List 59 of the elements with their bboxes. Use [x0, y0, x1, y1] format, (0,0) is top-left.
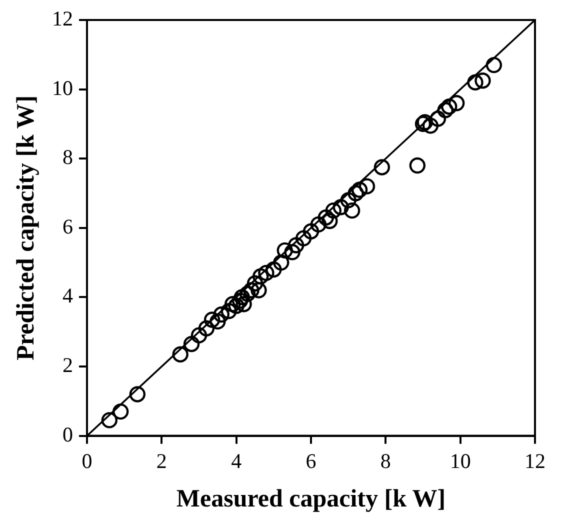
x-axis-title: Measured capacity [k W]: [176, 485, 446, 512]
point: [284, 244, 300, 260]
y-axis-title: Predicted capacity [k W]: [12, 95, 40, 360]
x-tick-label: 10: [450, 448, 471, 473]
point: [332, 199, 349, 216]
point: [129, 386, 146, 402]
point: [258, 264, 274, 282]
point: [183, 336, 200, 352]
point: [246, 275, 264, 292]
point: [172, 346, 188, 362]
point: [236, 296, 252, 312]
point: [374, 159, 390, 176]
x-tick-label: 0: [82, 448, 92, 473]
point: [213, 306, 230, 323]
y-tick-label: 12: [52, 6, 73, 31]
x-tick-label: 2: [156, 448, 167, 473]
point: [310, 216, 327, 233]
point: [198, 320, 215, 336]
point: [220, 302, 237, 320]
point: [467, 74, 484, 90]
y-tick-label: 8: [62, 145, 73, 170]
point: [101, 412, 118, 428]
x-tick-label: 12: [524, 448, 546, 473]
point: [295, 230, 312, 246]
point: [348, 185, 364, 202]
point: [351, 182, 368, 198]
point: [112, 403, 129, 420]
point: [204, 312, 220, 328]
point: [288, 237, 304, 254]
y-tick-label: 6: [62, 214, 73, 238]
y-tick-label: 2: [62, 353, 73, 378]
point: [422, 118, 439, 134]
point: [318, 209, 334, 226]
point: [322, 212, 338, 230]
x-tick-label: 8: [380, 448, 391, 473]
point: [252, 268, 269, 285]
point: [437, 102, 454, 118]
point: [441, 98, 458, 115]
x-tick-label: 6: [306, 448, 316, 473]
point: [210, 313, 226, 330]
point: [344, 202, 360, 219]
point: [325, 202, 342, 219]
point: [250, 282, 267, 298]
point: [266, 261, 282, 278]
point: [409, 157, 426, 174]
point: [430, 110, 446, 127]
y-tick-label: 0: [62, 422, 73, 446]
point: [190, 327, 208, 344]
point: [358, 178, 376, 194]
point: [486, 56, 502, 74]
point: [448, 95, 465, 112]
point: [276, 242, 293, 259]
point: [474, 72, 491, 89]
point: [273, 254, 290, 271]
point: [340, 192, 356, 208]
point: [302, 223, 320, 240]
y-tick-label: 4: [62, 284, 74, 308]
y-tick-label: 10: [52, 76, 73, 100]
x-tick-label: 4: [231, 448, 242, 473]
